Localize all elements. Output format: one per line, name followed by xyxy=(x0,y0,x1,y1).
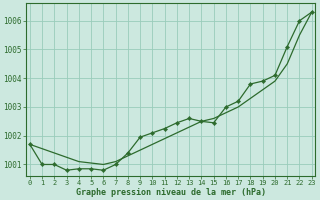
X-axis label: Graphe pression niveau de la mer (hPa): Graphe pression niveau de la mer (hPa) xyxy=(76,188,266,197)
